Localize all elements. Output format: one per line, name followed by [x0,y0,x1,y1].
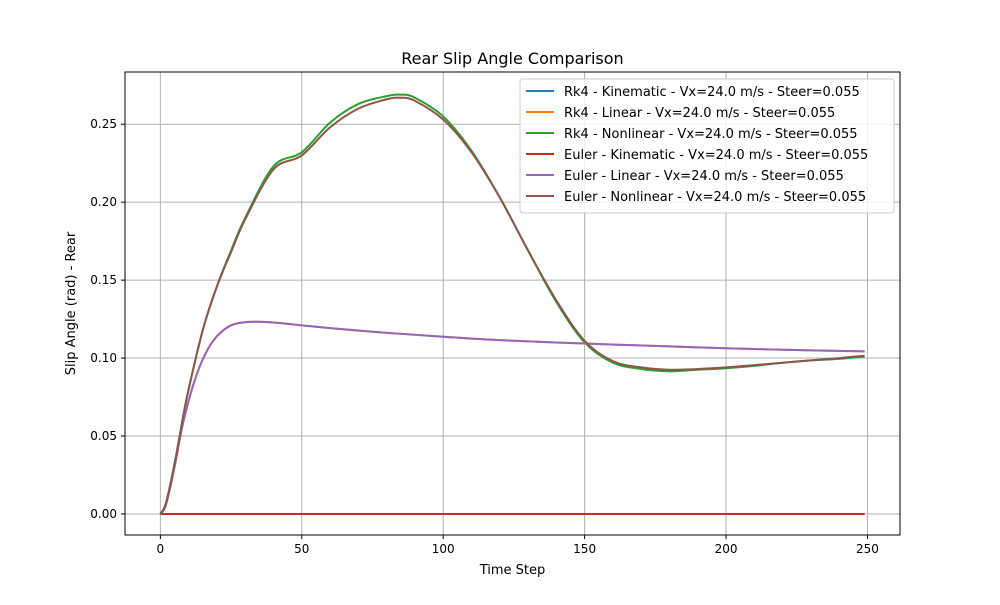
x-tick-label: 0 [157,542,165,556]
x-tick-label: 50 [294,542,309,556]
legend-label: Rk4 - Nonlinear - Vx=24.0 m/s - Steer=0.… [564,127,858,142]
x-tick-label: 250 [856,542,879,556]
y-axis-label: Slip Angle (rad) - Rear [64,231,79,375]
y-tick-label: 0.20 [90,195,117,209]
x-tick-label: 100 [432,542,455,556]
legend-label: Euler - Kinematic - Vx=24.0 m/s - Steer=… [564,148,868,163]
y-tick-label: 0.10 [90,351,117,365]
legend-box [519,78,895,214]
chart-title: Rear Slip Angle Comparison [401,49,623,68]
y-tick-label: 0.00 [90,507,117,521]
x-axis-label: Time Step [479,563,546,578]
legend-label: Euler - Linear - Vx=24.0 m/s - Steer=0.0… [564,169,844,184]
legend-label: Rk4 - Kinematic - Vx=24.0 m/s - Steer=0.… [564,85,860,100]
axis-ticks: 0 50 100 150 200 250 0.00 0.05 0.10 0.15 0.20 0.25 [90,117,879,556]
y-tick-label: 0.15 [90,273,117,287]
legend-label: Rk4 - Linear - Vx=24.0 m/s - Steer=0.055 [564,106,835,121]
y-tick-label: 0.05 [90,429,117,443]
legend: Rk4 - Kinematic - Vx=24.0 m/s - Steer=0.… [519,78,895,214]
y-tick-label: 0.25 [90,117,117,131]
legend-label: Euler - Nonlinear - Vx=24.0 m/s - Steer=… [564,190,866,205]
x-tick-label: 200 [715,542,738,556]
x-tick-label: 150 [573,542,596,556]
series-line-5 [159,320,865,515]
plot-area-frame [124,71,901,536]
series-lines [159,93,865,515]
series-line-6 [159,96,865,515]
